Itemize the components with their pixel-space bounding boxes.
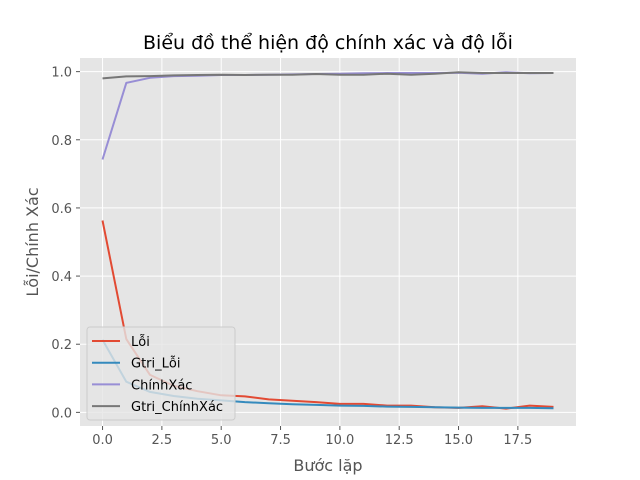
y-tick-label: 0.4	[51, 270, 72, 285]
x-tick-label: 12.5	[385, 433, 414, 448]
y-tick-label: 0.6	[51, 202, 72, 217]
legend-box	[86, 326, 236, 421]
legend: Lỗi Gtri_Lỗi ChínhXác Gtri_ChínhXác	[86, 326, 236, 421]
y-tick-label: 0.0	[51, 406, 72, 421]
x-tick-label: 15.0	[444, 433, 473, 448]
legend-label-0: Lỗi	[131, 335, 150, 350]
series-line-3	[102, 71, 554, 80]
legend-label-1: Gtri_Lỗi	[131, 357, 180, 372]
x-tick-label: 10.0	[325, 433, 354, 448]
y-tick-label: 1.0	[51, 66, 72, 81]
y-axis-label: Lỗi/Chính Xác	[23, 187, 42, 296]
x-tick-label: 2.5	[152, 433, 173, 448]
axis-ticks: 0.0 2.5 5.0 7.5 10.0 12.5 15.0 17.5 0.0 0.2 0.4 0.6…	[51, 66, 532, 448]
x-axis-label: Bước lặp	[293, 456, 362, 475]
y-tick-label: 0.8	[51, 134, 72, 149]
x-tick-label: 5.0	[211, 433, 232, 448]
legend-label-3: Gtri_ChínhXác	[131, 400, 223, 415]
x-tick-label: 0.0	[92, 433, 113, 448]
chart-title: Biểu đồ thể hiện độ chính xác và độ lỗi	[143, 31, 513, 54]
x-tick-label: 7.5	[270, 433, 291, 448]
legend-label-2: ChínhXác	[131, 378, 192, 393]
x-tick-label: 17.5	[503, 433, 532, 448]
y-tick-label: 0.2	[51, 338, 72, 353]
